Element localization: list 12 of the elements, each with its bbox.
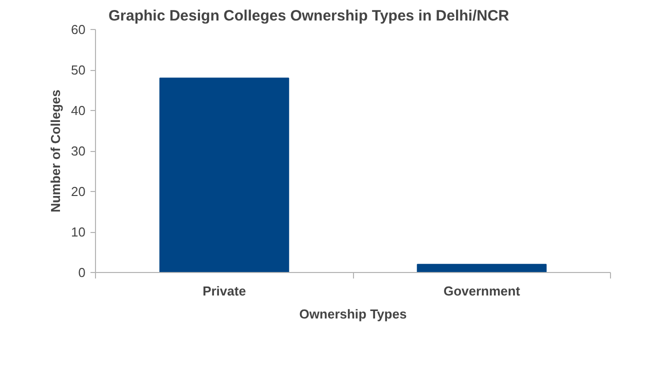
- y-tick-label: 50: [71, 62, 86, 78]
- y-axis-title: Number of Colleges: [48, 90, 64, 212]
- x-axis-title: Ownership Types: [299, 306, 407, 322]
- y-tick-label: 0: [78, 265, 86, 280]
- y-tick-label: 60: [71, 22, 86, 37]
- y-tick-label: 40: [71, 103, 86, 118]
- y-tick-label: 30: [71, 144, 86, 158]
- y-tick-label: 10: [71, 224, 86, 240]
- x-tick-label: Government: [443, 284, 521, 298]
- x-tick-label: Private: [202, 284, 246, 298]
- chart-title: Graphic Design Colleges Ownership Types in Delhi/NCR: [108, 8, 510, 24]
- y-tick-label: 20: [71, 184, 86, 199]
